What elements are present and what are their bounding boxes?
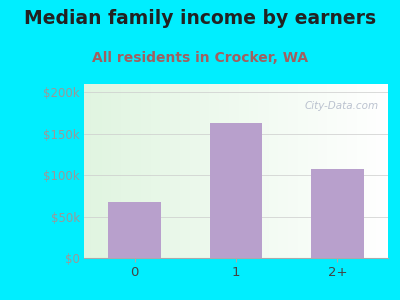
Text: All residents in Crocker, WA: All residents in Crocker, WA [92,51,308,65]
Bar [210,123,262,258]
Text: Median family income by earners: Median family income by earners [24,9,376,28]
Bar [311,169,364,258]
Bar [108,202,161,258]
Text: City-Data.com: City-Data.com [305,101,379,111]
